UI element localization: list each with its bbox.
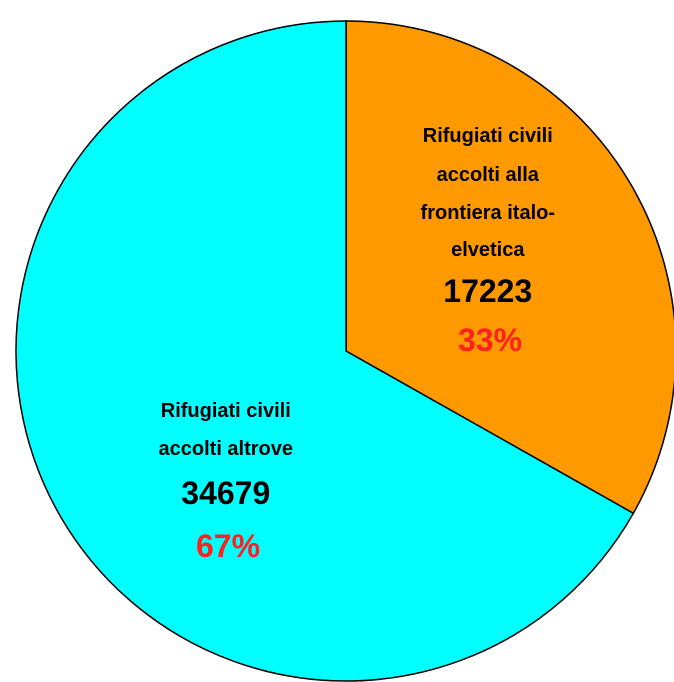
slice-label-line: Rifugiati civili: [423, 125, 553, 147]
slice-value: 34679: [181, 475, 270, 511]
pie-slice-1: [15, 20, 635, 682]
pie-slices: [15, 20, 674, 682]
slice-label-line: accolti alla: [437, 164, 540, 186]
slice-label-line: accolti altrove: [159, 438, 294, 460]
slice-label-line: frontiera italo-: [421, 202, 555, 224]
pie-slice-0: [345, 20, 674, 515]
slice-label-altrove: Rifugiati civili accolti altrove 34679 6…: [159, 400, 298, 564]
slice-label-line: Rifugiati civili: [161, 400, 291, 422]
slice-percent: 33%: [458, 322, 522, 358]
slice-percent: 67%: [196, 528, 260, 564]
slice-label-frontiera: Rifugiati civili accolti alla frontiera …: [421, 125, 560, 358]
slice-label-line: elvetica: [451, 239, 525, 261]
slice-value: 17223: [443, 273, 532, 309]
